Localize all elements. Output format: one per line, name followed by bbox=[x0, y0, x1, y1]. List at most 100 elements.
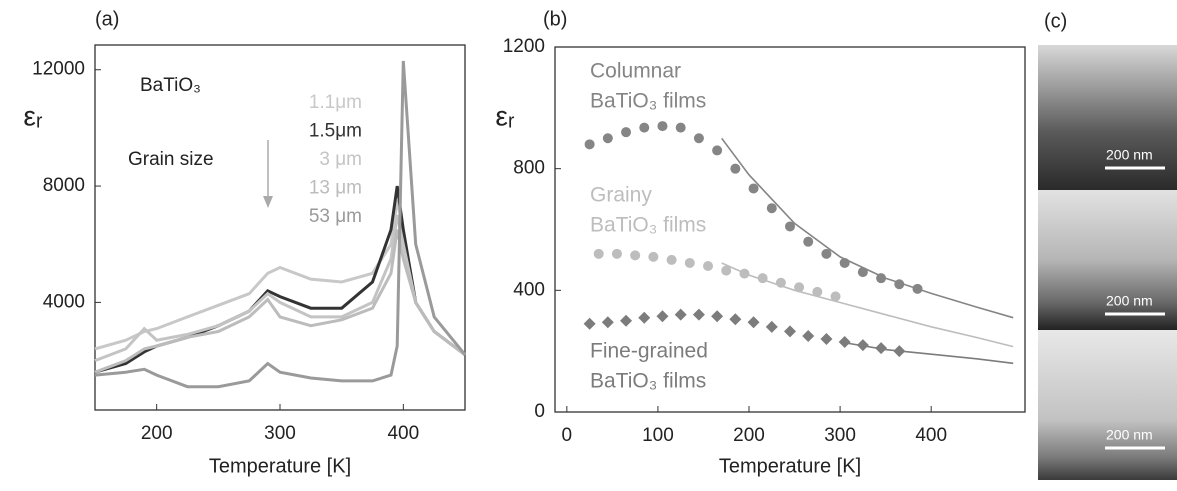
marker bbox=[721, 265, 732, 276]
x-tick-label: 400 bbox=[387, 423, 419, 444]
series-label: BaTiO₃ films bbox=[590, 214, 706, 237]
marker bbox=[712, 145, 723, 156]
series-label: Grainy bbox=[590, 184, 652, 207]
legend-entry: 13 μm bbox=[309, 178, 362, 199]
arrow-head bbox=[263, 196, 273, 208]
legend-entry: 53 μm bbox=[309, 206, 362, 227]
sem-image bbox=[1038, 45, 1177, 190]
chart: (a) Temperature [K] εᵣ 200 300 400 4000 8000 120… bbox=[23, 8, 467, 477]
fit-line bbox=[721, 137, 1014, 319]
marker bbox=[711, 310, 724, 323]
sem-image bbox=[1038, 190, 1177, 330]
legend-entry: 3 μm bbox=[319, 149, 362, 170]
marker bbox=[766, 203, 777, 214]
scale-label: 200 nm bbox=[1106, 147, 1153, 163]
marker bbox=[601, 316, 614, 329]
marker bbox=[620, 314, 633, 327]
marker bbox=[830, 291, 841, 302]
marker bbox=[684, 257, 695, 268]
y-tick-label: 800 bbox=[513, 158, 545, 179]
marker bbox=[584, 139, 595, 150]
panel-label: (c) bbox=[1044, 10, 1067, 32]
marker bbox=[739, 268, 750, 279]
series-label: BaTiO₃ films bbox=[590, 370, 706, 393]
plot-frame bbox=[554, 46, 1026, 413]
marker bbox=[729, 313, 742, 326]
series-label: Fine-grained bbox=[590, 340, 708, 363]
plot-frame bbox=[94, 44, 466, 411]
y-tick-label: 0 bbox=[534, 401, 545, 422]
sem-image bbox=[1038, 330, 1177, 480]
series-label: BaTiO₃ films bbox=[590, 90, 706, 113]
marker bbox=[876, 273, 887, 284]
annotation: Grain size bbox=[128, 149, 214, 170]
marker bbox=[693, 133, 704, 144]
marker bbox=[821, 248, 832, 259]
legend-entry: 1.1μm bbox=[309, 92, 362, 113]
marker bbox=[784, 325, 796, 338]
y-tick-label: 8000 bbox=[43, 175, 85, 196]
marker bbox=[666, 254, 677, 265]
curve bbox=[94, 214, 466, 363]
marker bbox=[803, 236, 814, 247]
marker bbox=[730, 163, 741, 174]
marker bbox=[657, 121, 668, 132]
y-tick-label: 12000 bbox=[32, 59, 85, 80]
marker bbox=[703, 261, 714, 271]
fit-line bbox=[839, 341, 1014, 365]
fit-line bbox=[721, 262, 1014, 348]
marker bbox=[785, 221, 795, 232]
marker bbox=[912, 283, 923, 294]
marker bbox=[583, 317, 596, 330]
marker bbox=[656, 310, 669, 323]
marker bbox=[593, 248, 604, 259]
marker bbox=[639, 122, 650, 133]
panel-label: (a) bbox=[95, 8, 119, 30]
marker bbox=[692, 308, 705, 321]
legend-entry: 1.5μm bbox=[309, 121, 362, 142]
marker bbox=[893, 345, 906, 358]
marker bbox=[857, 267, 868, 278]
marker bbox=[747, 316, 760, 329]
marker bbox=[775, 277, 786, 288]
marker bbox=[621, 127, 632, 138]
x-tick-label: 300 bbox=[264, 423, 296, 444]
y-tick-label: 1200 bbox=[503, 36, 545, 57]
scale-label: 200 nm bbox=[1106, 427, 1153, 443]
marker bbox=[839, 257, 850, 268]
marker bbox=[894, 279, 905, 290]
marker bbox=[757, 273, 768, 284]
marker bbox=[802, 329, 815, 342]
marker bbox=[674, 308, 687, 321]
x-tick-label: 400 bbox=[915, 425, 947, 446]
y-tick-label: 400 bbox=[513, 279, 545, 300]
marker bbox=[856, 339, 869, 352]
panel-label: (b) bbox=[543, 8, 567, 30]
y-axis-title: εᵣ bbox=[495, 100, 514, 131]
marker bbox=[838, 336, 851, 349]
x-tick-label: 300 bbox=[824, 425, 856, 446]
x-tick-label: 200 bbox=[141, 423, 173, 444]
x-tick-label: 200 bbox=[733, 425, 765, 446]
marker bbox=[602, 133, 613, 144]
marker bbox=[765, 320, 778, 333]
marker bbox=[875, 342, 888, 355]
scale-label: 200 nm bbox=[1106, 293, 1153, 309]
y-tick-label: 4000 bbox=[43, 291, 85, 312]
marker bbox=[748, 183, 759, 194]
marker bbox=[794, 282, 805, 293]
marker bbox=[648, 251, 659, 262]
x-axis-title: Temperature [K] bbox=[209, 455, 351, 477]
marker bbox=[820, 333, 833, 345]
curve bbox=[94, 60, 467, 389]
x-tick-label: 0 bbox=[562, 425, 573, 446]
x-tick-label: 100 bbox=[642, 425, 674, 446]
marker bbox=[638, 311, 651, 324]
marker bbox=[630, 250, 641, 261]
marker bbox=[675, 122, 686, 133]
curve bbox=[94, 229, 466, 374]
series-label: Columnar bbox=[590, 60, 681, 83]
x-axis-title: Temperature [K] bbox=[719, 455, 861, 477]
annotation: BaTiO₃ bbox=[140, 75, 201, 96]
